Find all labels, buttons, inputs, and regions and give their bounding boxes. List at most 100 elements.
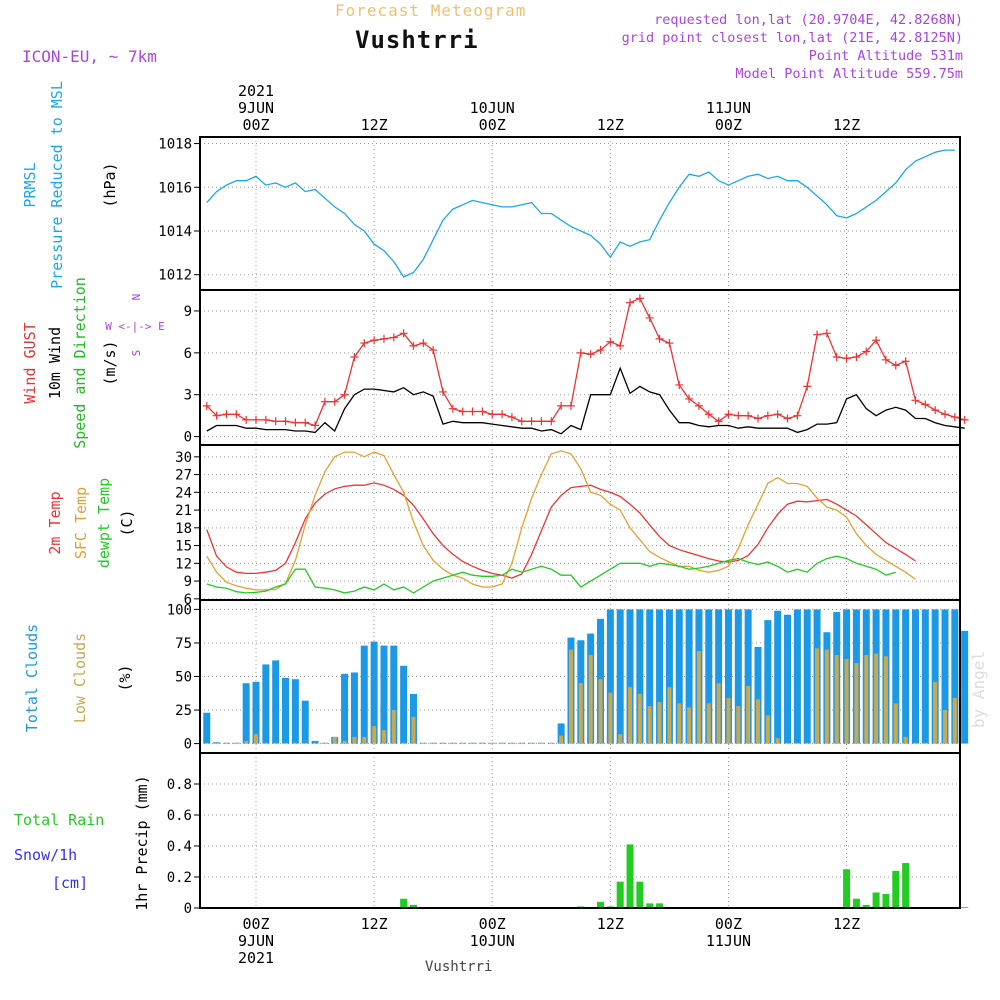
- y-tick-label: 1018: [158, 137, 192, 153]
- y-tick-label: 1016: [158, 180, 192, 196]
- gust-marker: [832, 353, 841, 362]
- bar-low: [933, 681, 938, 744]
- bar-low: [687, 707, 692, 744]
- bar-total: [744, 609, 752, 744]
- bar-low: [362, 736, 367, 744]
- gust-marker: [488, 410, 497, 419]
- bar-total: [616, 609, 624, 744]
- y-label: Total Clouds: [23, 624, 41, 732]
- y-tick-label: 0.8: [167, 777, 192, 793]
- bottom-axis-label: 9JUN: [238, 932, 274, 950]
- bar-low: [549, 742, 554, 744]
- bar-total: [665, 609, 673, 744]
- bar-low: [588, 655, 593, 744]
- y-label: (C): [118, 509, 136, 536]
- gust-marker: [744, 411, 753, 420]
- bar-low: [854, 663, 859, 744]
- gust-marker: [566, 401, 575, 410]
- bar-low: [352, 736, 357, 744]
- bar-total: [961, 907, 969, 908]
- bar-total: [380, 645, 388, 744]
- bar-total: [262, 664, 270, 744]
- bar-low: [785, 742, 790, 744]
- gust-marker: [803, 382, 812, 391]
- y-label: Pressure Reduced to MSL: [48, 81, 66, 289]
- bar-total: [911, 609, 919, 744]
- model-point-altitude: Model Point Altitude 559.75m: [735, 66, 963, 82]
- gust-marker: [439, 387, 448, 396]
- y-tick-label: 21: [175, 503, 192, 519]
- compass-s: S: [130, 350, 143, 357]
- bar-low: [283, 742, 288, 744]
- compass-n: N: [130, 294, 143, 301]
- bar-total: [872, 892, 880, 908]
- bar-low: [519, 742, 524, 744]
- y-tick-label: 50: [175, 670, 192, 686]
- bar-low: [263, 742, 268, 744]
- bar-total: [360, 645, 368, 744]
- y-tick-label: 1012: [158, 268, 192, 284]
- bar-total: [301, 700, 309, 744]
- bar-low: [381, 730, 386, 744]
- gust-marker: [763, 411, 772, 420]
- gust-marker: [291, 418, 300, 427]
- bar-low: [893, 703, 898, 744]
- bar-low: [618, 734, 623, 744]
- gust-marker: [842, 354, 851, 363]
- bar-total: [675, 609, 683, 744]
- y-label: Wind GUST: [21, 322, 39, 403]
- gust-marker: [330, 397, 339, 406]
- gust-marker: [340, 390, 349, 399]
- bar-total: [311, 740, 319, 744]
- y-label: 1hr Precip (mm): [133, 775, 151, 910]
- bar-total: [252, 681, 260, 744]
- gust-marker: [606, 337, 615, 346]
- bar-low: [815, 648, 820, 744]
- bar-total: [921, 609, 929, 744]
- bar-low: [224, 742, 229, 744]
- bar-low: [647, 706, 652, 744]
- bar-total: [341, 673, 349, 744]
- bar-total: [902, 863, 910, 908]
- top-axis-label: 00Z: [479, 116, 506, 134]
- gust-marker: [448, 404, 457, 413]
- gust-marker: [468, 407, 477, 416]
- bar-total: [951, 609, 959, 744]
- bar-total: [754, 646, 762, 744]
- bar-total: [882, 894, 890, 908]
- gust-marker: [242, 415, 251, 424]
- top-axis-label: 00Z: [242, 116, 269, 134]
- top-axis-label: 12Z: [833, 116, 860, 134]
- gust-marker: [301, 418, 310, 427]
- y-tick-label: 75: [175, 636, 192, 652]
- gust-marker: [557, 401, 566, 410]
- point-altitude: Point Altitude 531m: [809, 48, 963, 64]
- bar-low: [943, 710, 948, 744]
- bar-total: [941, 609, 949, 744]
- series-line-1: [206, 482, 916, 579]
- gust-marker: [399, 329, 408, 338]
- series-line-1: [206, 149, 955, 278]
- series-line-2: [206, 366, 965, 435]
- bar-low: [401, 742, 406, 744]
- panel-frame: [199, 289, 961, 446]
- gust-marker: [881, 355, 890, 364]
- bar-low: [254, 734, 258, 744]
- gust-marker: [704, 410, 713, 419]
- panels: 1012 1014 1016 1018 PRMSL Pressure Reduced to…: [14, 81, 969, 917]
- bar-total: [370, 641, 378, 744]
- bar-low: [706, 703, 711, 744]
- gust-marker: [921, 400, 930, 409]
- y-tick-label: 9: [184, 304, 192, 320]
- bottom-axis-label: 10JUN: [470, 932, 515, 950]
- gust-marker: [901, 357, 910, 366]
- gust-marker: [389, 333, 398, 342]
- bar-total: [734, 609, 742, 744]
- top-axis-label: 12Z: [361, 116, 388, 134]
- bar-low: [529, 742, 534, 744]
- bottom-axis-label: 12Z: [361, 915, 388, 933]
- bar-low: [500, 742, 505, 744]
- gust-marker: [222, 410, 231, 419]
